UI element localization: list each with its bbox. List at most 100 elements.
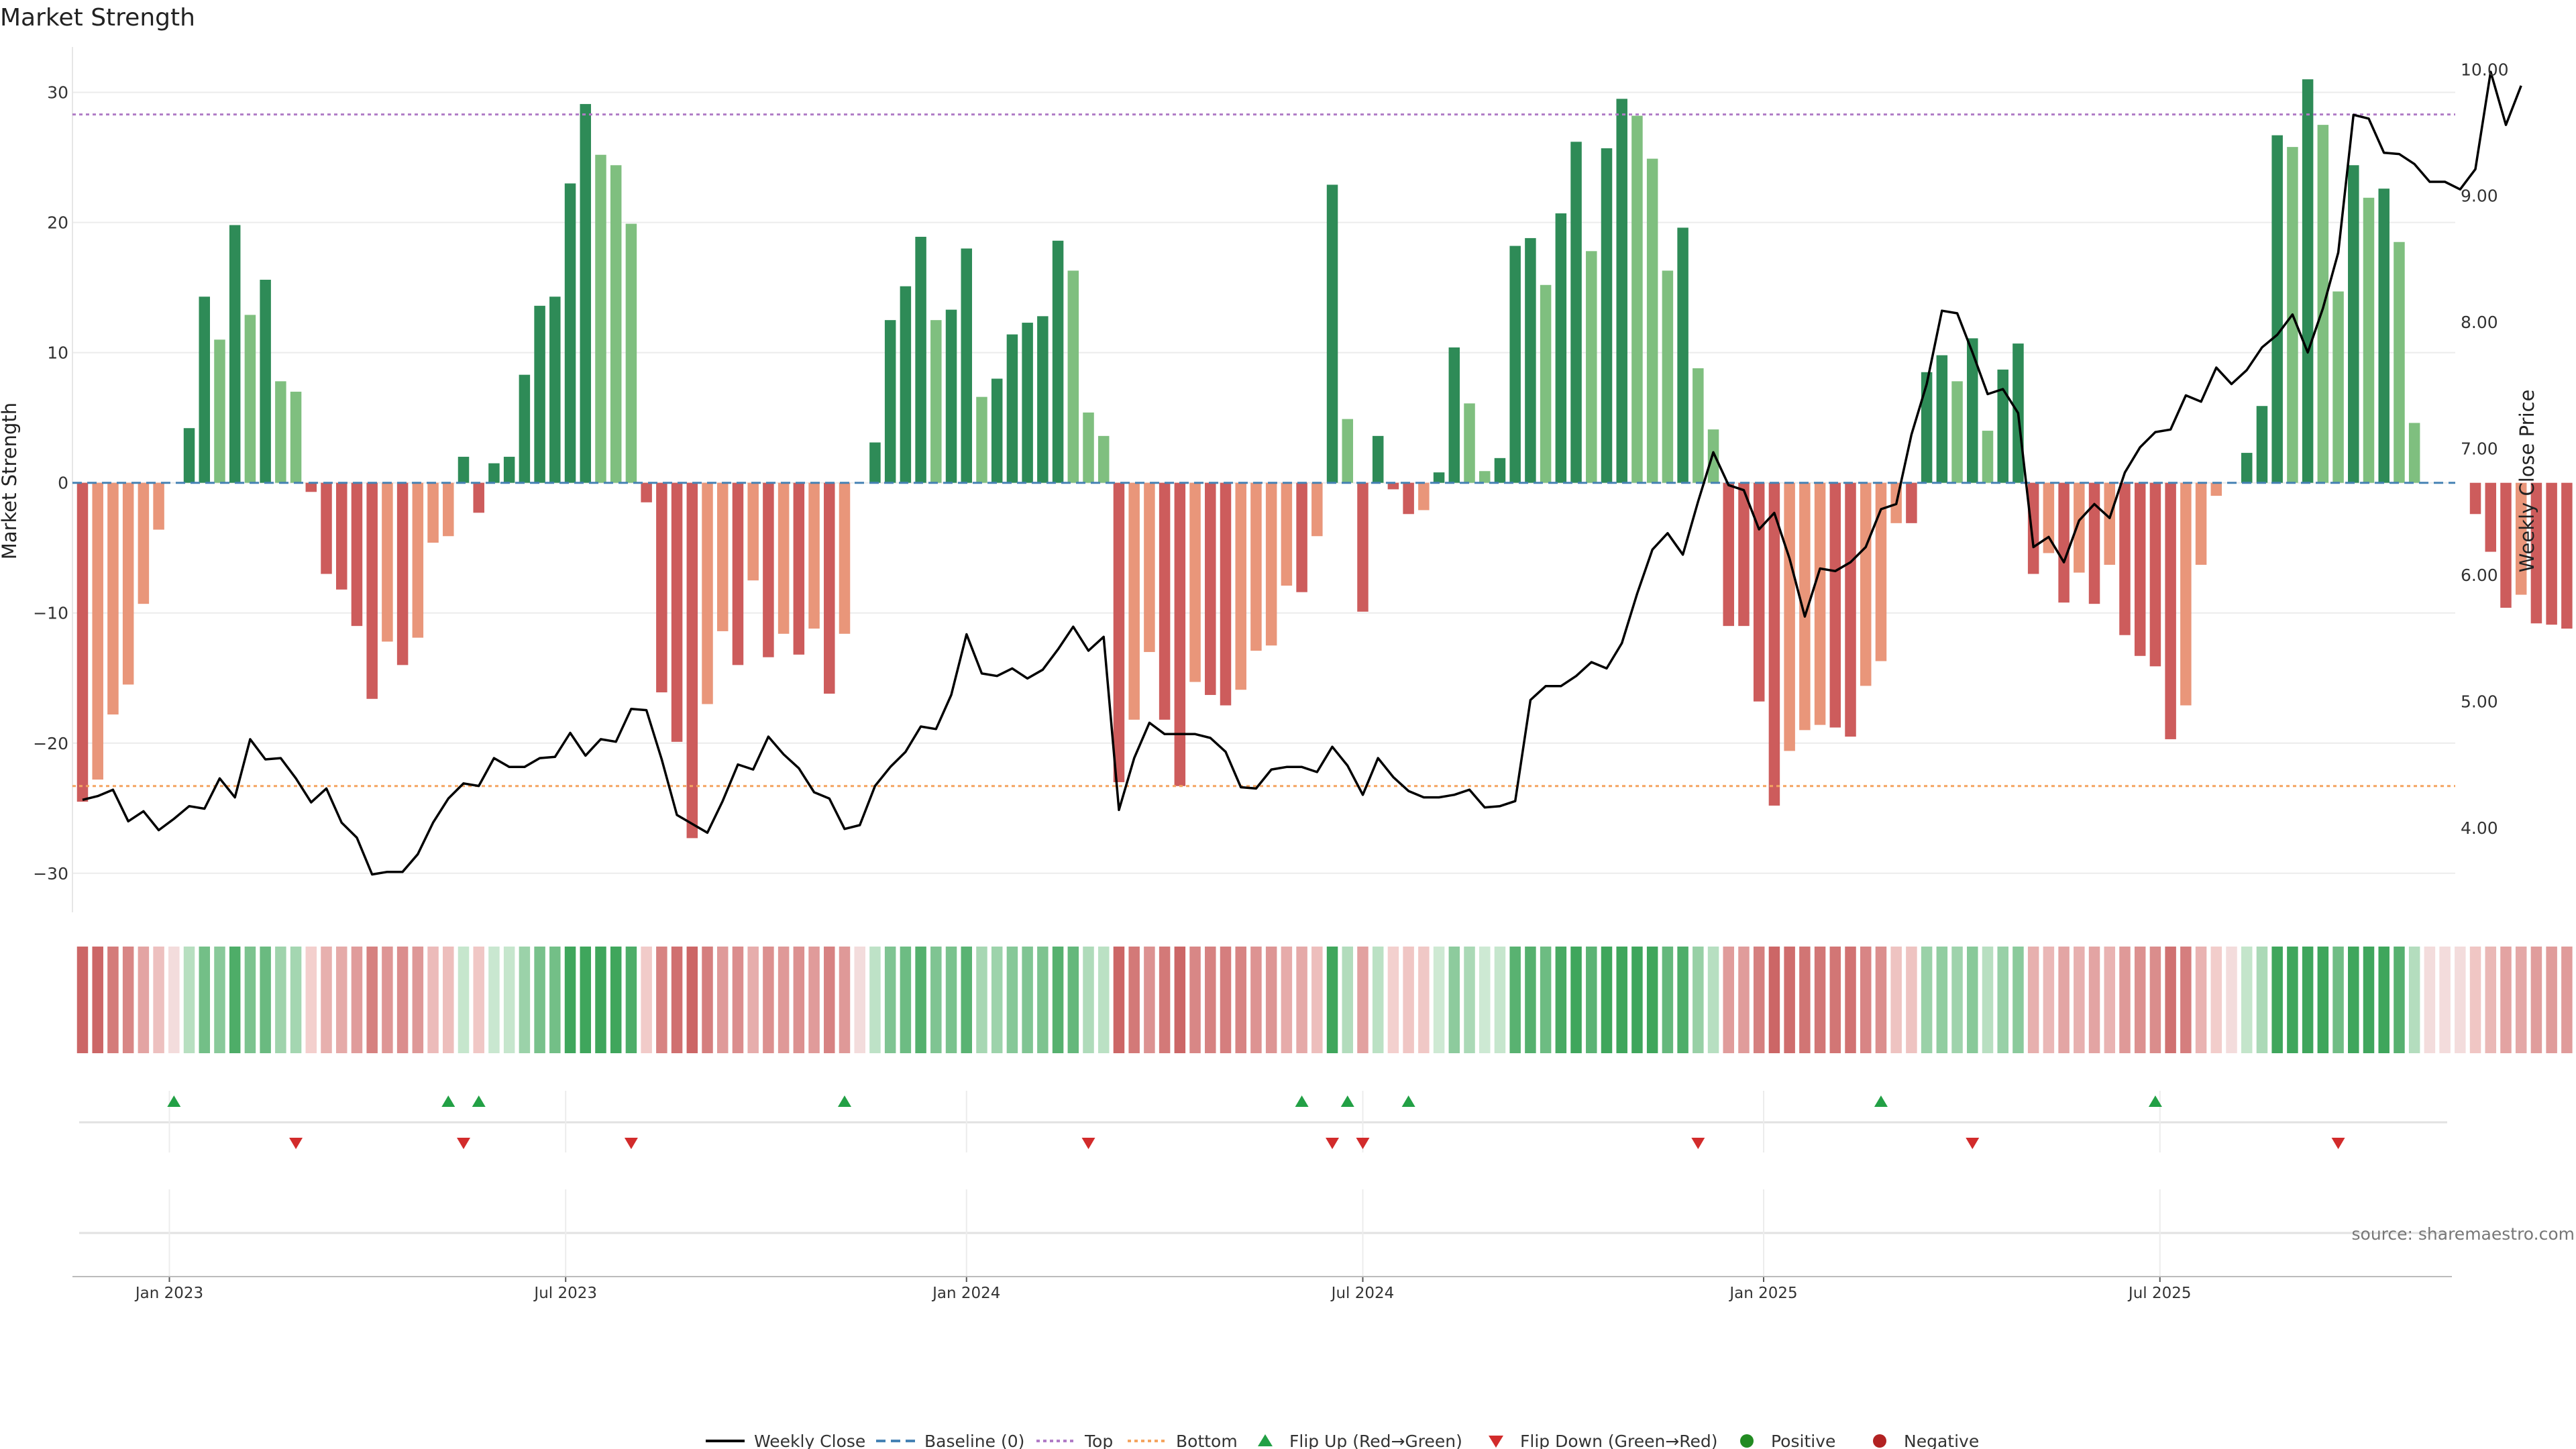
strength-bar [1189,482,1201,682]
strength-bar [2332,291,2344,483]
heat-cell [1829,947,1841,1053]
strength-bar [2088,482,2100,604]
heat-cell [1586,947,1597,1053]
heat-cell [519,947,531,1053]
strength-bar [1387,482,1399,490]
heat-cell [2394,947,2405,1053]
strength-bar [1006,334,1018,483]
strength-bars [76,79,2573,839]
strength-bar [2195,482,2207,565]
strength-bar [1616,99,1627,483]
strength-bar [1235,482,1246,690]
strength-bar [2378,189,2390,483]
heat-cell [412,947,424,1053]
strength-bar [1097,435,1110,483]
heat-cell [2424,947,2436,1053]
strength-bar [595,154,606,483]
legend: Weekly Close Baseline (0) Top Bottom Flip Up… [706,1432,1979,1449]
strength-bar [305,482,317,492]
strength-bar [2104,482,2116,565]
strength-bar [275,381,286,483]
strength-bar [1570,142,1582,483]
heat-cell [2317,947,2329,1053]
strength-bar [488,463,500,483]
strength-bar [1555,213,1567,483]
strength-bar [1418,482,1430,511]
heat-cell [1052,947,1064,1053]
heat-cell [1433,947,1445,1053]
heat-cell [1372,947,1384,1053]
heat-cell [1159,947,1171,1053]
heat-cell [2455,947,2466,1053]
strength-bar [2241,453,2253,483]
flip-up-marker [1340,1095,1354,1107]
strength-bar [732,482,744,665]
heat-cell [290,947,302,1053]
heat-cell [1693,947,1704,1053]
heat-cell [2195,947,2207,1053]
flip-down-marker [289,1138,303,1149]
heat-cell [2027,947,2039,1053]
strength-bar [229,225,241,483]
strength-bar [702,482,713,704]
strength-bar [1586,251,1597,483]
y-tick-label: 30 [47,83,68,103]
strength-bar [2363,197,2375,483]
heat-cell [458,947,470,1053]
strength-bar [610,165,622,483]
heat-cell [107,947,119,1053]
heat-cell [122,947,134,1053]
heat-cell [1281,947,1293,1053]
strength-bar [519,374,531,483]
strength-bar [580,104,592,483]
strength-bar [503,456,515,483]
strength-bar [1906,482,1917,523]
heat-cell [1951,947,1963,1053]
x-tick-label: Jul 2025 [2127,1285,2192,1302]
legend-swatch [1489,1436,1503,1448]
strength-bar [1174,482,1186,786]
heat-cell [2530,947,2542,1053]
heat-cell [2210,947,2222,1053]
y2-axis-label: Weekly Close Price [2516,390,2538,573]
heat-cell [1784,947,1795,1053]
flip-markers-panel [79,1091,2447,1152]
heat-cell [1311,947,1323,1053]
strength-bar [1525,237,1536,483]
heat-cell [335,947,347,1053]
strength-bar [839,482,851,634]
legend-label: Weekly Close [754,1432,865,1449]
strength-bar [564,183,576,483]
reference-lines [72,113,2455,788]
strength-bar [1113,482,1125,782]
heat-cell [1799,947,1811,1053]
heat-cell [2302,947,2314,1053]
flip-down-marker [1081,1138,1095,1149]
heat-cell [1768,947,1780,1053]
strength-bar [2180,482,2192,706]
heat-cell [168,947,180,1053]
strength-bar [2530,482,2542,624]
heat-cell [1097,947,1110,1053]
strength-bar [1479,471,1491,483]
heat-cell [183,947,195,1053]
chart-title: Market Strength [0,4,195,32]
strength-bar [2271,135,2283,483]
y2-tick-label: 6.00 [2461,566,2498,585]
strength-bar [1326,184,1338,483]
heat-cell [488,947,500,1053]
strength-bar [1631,115,1643,483]
heat-cell [1555,947,1567,1053]
strength-bar [1205,482,1216,695]
strength-bar [1433,472,1445,483]
heat-cell [2348,947,2359,1053]
legend-label: Negative [1904,1432,1979,1449]
strength-bar [1768,482,1780,806]
heat-cell [1753,947,1765,1053]
strength-bar [1829,482,1841,728]
heat-cell [580,947,592,1053]
strength-heat-strip [76,947,2573,1053]
strength-bar [2149,482,2161,667]
strength-bar [1128,482,1140,720]
heat-cell [641,947,652,1053]
